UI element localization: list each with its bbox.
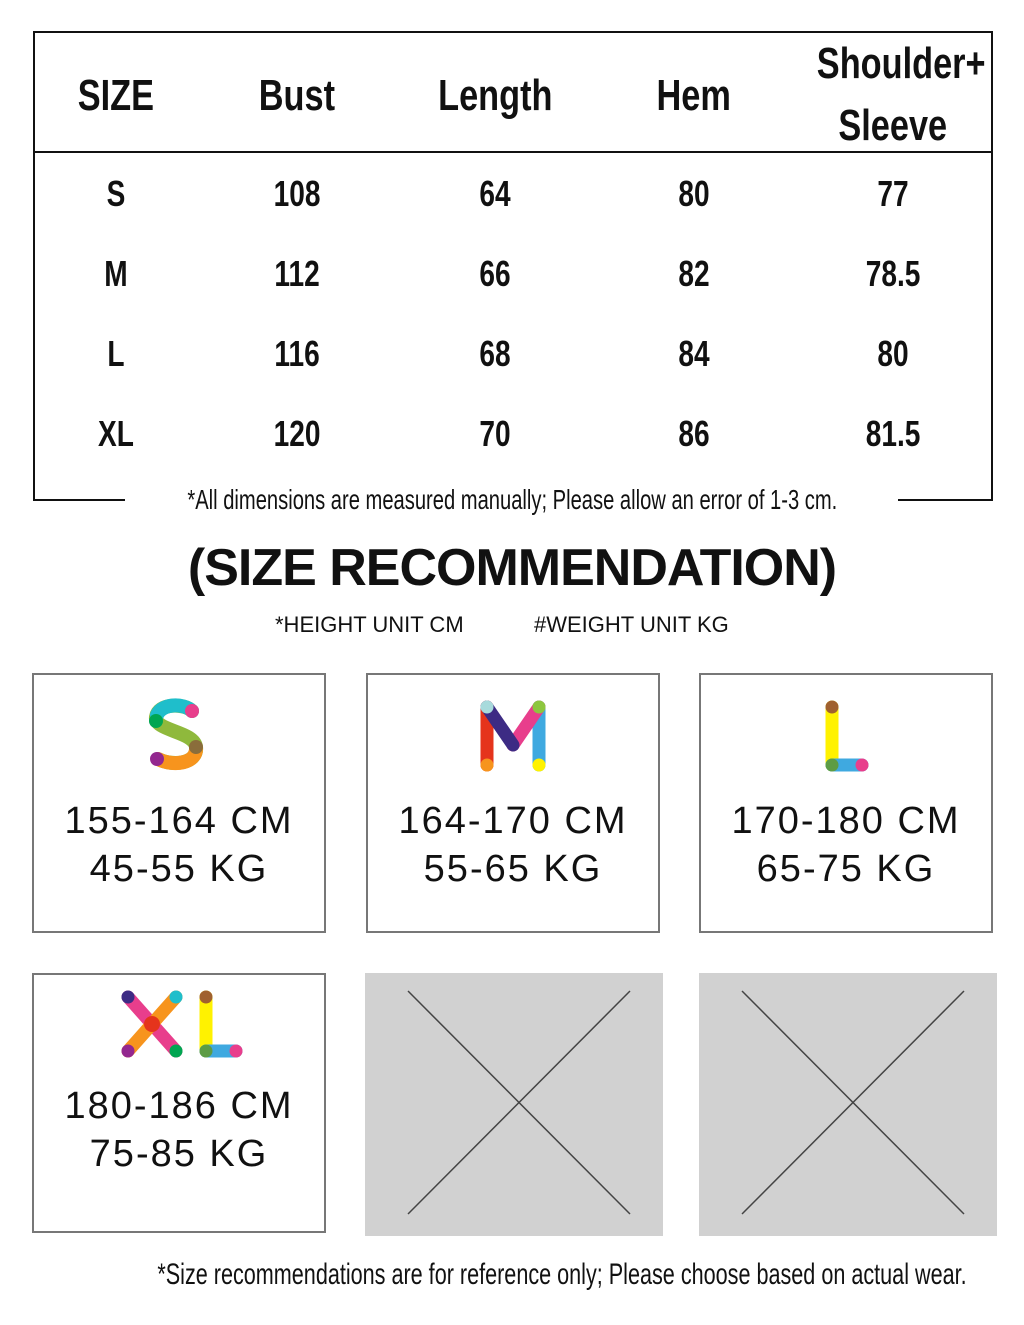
table-border <box>33 499 125 501</box>
height-range: 170-180 CM <box>731 800 961 842</box>
table-cell: 78.5 <box>865 253 921 294</box>
s-logo-icon <box>149 698 203 771</box>
cross-icon <box>407 990 631 1215</box>
m-logo-icon <box>480 700 546 772</box>
header-size: SIZE <box>77 71 155 120</box>
empty-placeholder <box>365 973 663 1236</box>
table-cell: 80 <box>678 173 710 214</box>
weight-range: 65-75 KG <box>756 848 936 890</box>
table-cell: 70 <box>479 413 511 454</box>
table-cell: 68 <box>479 333 511 374</box>
size-table: SIZE Bust Length Hem Shoulder+ Sleeve S 1… <box>33 31 993 501</box>
header-bust: Bust <box>258 71 336 120</box>
weight-range: 75-85 KG <box>89 1133 269 1175</box>
header-shoulder: Shoulder+ <box>816 39 986 88</box>
weight-unit-label: #WEIGHT UNIT KG <box>534 612 729 637</box>
size-card-xl: 180-186 CM 75-85 KG <box>32 973 326 1233</box>
size-card-l: 170-180 CM 65-75 KG <box>699 673 993 933</box>
table-cell: 64 <box>479 173 511 214</box>
table-border <box>898 499 991 501</box>
empty-placeholder <box>699 973 997 1236</box>
weight-range: 45-55 KG <box>89 848 269 890</box>
size-card-m: 164-170 CM 55-65 KG <box>366 673 660 933</box>
table-cell: 66 <box>479 253 511 294</box>
recommendation-title: (SIZE RECOMMENDATION) <box>187 539 837 597</box>
height-range: 155-164 CM <box>64 800 294 842</box>
table-cell: 77 <box>877 173 909 214</box>
header-length: Length <box>437 71 553 120</box>
table-cell: 116 <box>274 333 320 374</box>
table-cell: 86 <box>678 413 710 454</box>
weight-range: 55-65 KG <box>423 848 603 890</box>
footer-note: *Size recommendations are for reference … <box>157 1258 967 1291</box>
table-cell: L <box>107 333 125 374</box>
header-hem: Hem <box>656 71 732 120</box>
l-logo-icon <box>825 700 869 772</box>
xl-logo-icon <box>121 990 243 1058</box>
table-cell: 80 <box>877 333 909 374</box>
table-cell: 120 <box>273 413 321 454</box>
table-cell: M <box>104 253 128 294</box>
table-cell: 82 <box>678 253 710 294</box>
table-cell: 112 <box>274 253 320 294</box>
height-unit-label: *HEIGHT UNIT CM <box>275 612 464 637</box>
table-cell: XL <box>98 413 134 454</box>
cross-icon <box>741 990 965 1215</box>
table-cell: S <box>106 173 126 214</box>
table-cell: 84 <box>678 333 710 374</box>
height-range: 164-170 CM <box>398 800 628 842</box>
table-cell: 108 <box>273 173 321 214</box>
size-card-s: 155-164 CM 45-55 KG <box>32 673 326 933</box>
measurement-note: *All dimensions are measured manually; P… <box>187 484 837 515</box>
table-cell: 81.5 <box>865 413 921 454</box>
header-divider <box>35 151 991 153</box>
header-sleeve: Sleeve <box>838 101 948 150</box>
height-range: 180-186 CM <box>64 1085 294 1127</box>
